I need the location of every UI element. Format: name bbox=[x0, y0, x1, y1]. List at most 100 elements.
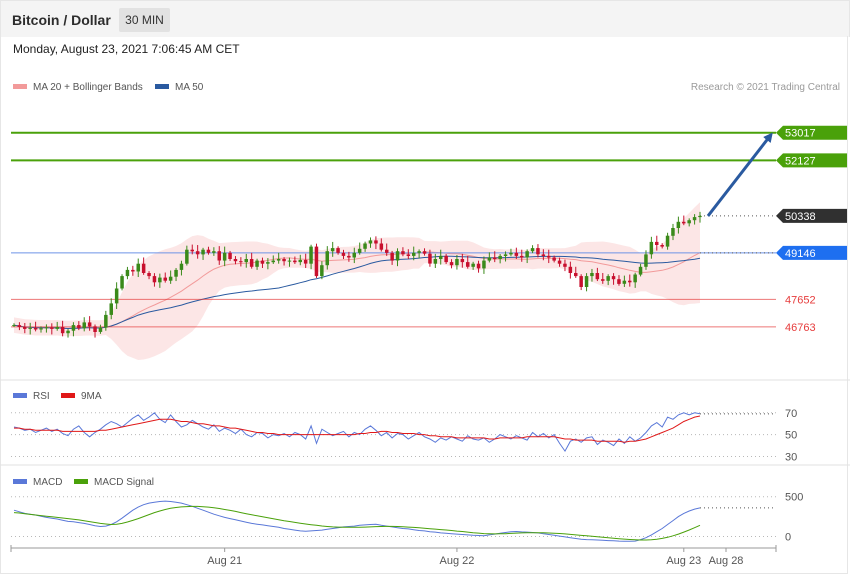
candle-body bbox=[174, 269, 178, 277]
last-label: 50338 bbox=[785, 211, 816, 223]
candle-body bbox=[611, 276, 616, 280]
last-label-bg bbox=[776, 208, 847, 223]
candle-body bbox=[206, 249, 211, 253]
candle-body bbox=[17, 325, 22, 327]
candle-body bbox=[309, 246, 313, 264]
candle-body bbox=[487, 257, 492, 261]
candle-body bbox=[536, 248, 540, 255]
candle-body bbox=[363, 243, 367, 249]
candle-body bbox=[336, 248, 340, 253]
x-tick-label: Aug 28 bbox=[709, 555, 744, 567]
candle-body bbox=[671, 228, 675, 236]
candle-body bbox=[476, 263, 481, 269]
candle-body bbox=[228, 252, 232, 259]
x-axis: Aug 21 Aug 22 Aug 23 Aug 28 bbox=[207, 548, 743, 567]
tick-label: 30 bbox=[785, 452, 797, 464]
candle-body bbox=[644, 254, 648, 267]
candle-body bbox=[357, 248, 362, 253]
candle-body bbox=[520, 255, 524, 258]
candle-body bbox=[330, 248, 335, 252]
support-label: 46763 bbox=[785, 322, 816, 334]
candle-body bbox=[649, 241, 654, 255]
candle-body bbox=[314, 246, 319, 277]
candle-body bbox=[93, 326, 97, 332]
instrument-title: Bitcoin / Dollar bbox=[12, 12, 111, 28]
candle-body bbox=[428, 253, 432, 264]
interval-selector[interactable]: 30 MIN bbox=[119, 8, 170, 32]
candle-body bbox=[374, 240, 378, 244]
candle-body bbox=[201, 249, 205, 255]
candle-body bbox=[682, 221, 686, 224]
candle-body bbox=[293, 260, 297, 263]
candle-body bbox=[628, 280, 632, 283]
candle-body bbox=[444, 255, 448, 263]
candle-body bbox=[563, 263, 567, 267]
candle-body bbox=[163, 277, 167, 281]
candle-body bbox=[141, 263, 146, 273]
chart-datetime: Monday, August 23, 2021 7:06:45 AM CET bbox=[13, 42, 240, 56]
candle-body bbox=[525, 251, 529, 258]
candle-body bbox=[401, 251, 405, 255]
candle-body bbox=[298, 259, 302, 263]
candle-body bbox=[584, 276, 589, 287]
candle-body bbox=[255, 260, 259, 267]
candle-body bbox=[98, 327, 103, 332]
candle-body bbox=[190, 249, 194, 252]
candle-body bbox=[125, 269, 130, 277]
candle-body bbox=[104, 314, 108, 328]
candle-body bbox=[493, 257, 497, 260]
legend-bands: MA 20 + Bollinger Bands bbox=[33, 82, 143, 93]
candle-body bbox=[498, 255, 502, 259]
candle-body bbox=[514, 252, 519, 256]
legend-rsi-ma: 9MA bbox=[81, 391, 102, 402]
candle-body bbox=[471, 263, 475, 267]
candle-body bbox=[260, 260, 265, 264]
legend-swatch-rsi bbox=[13, 393, 27, 398]
macd-signal-line bbox=[13, 505, 701, 541]
research-credit: Research © 2021 Trading Central bbox=[691, 82, 840, 93]
rsi-line bbox=[13, 412, 701, 453]
legend-macd-signal: MACD Signal bbox=[94, 477, 154, 488]
candle-body bbox=[412, 252, 416, 256]
candle-body bbox=[28, 327, 32, 329]
candle-body bbox=[655, 241, 659, 245]
candle-body bbox=[660, 245, 664, 247]
legend-ma50: MA 50 bbox=[175, 82, 204, 93]
ma50-line bbox=[13, 255, 701, 330]
candle-body bbox=[433, 259, 438, 264]
candle-body bbox=[676, 221, 681, 228]
candle-body bbox=[136, 263, 140, 272]
candle-body bbox=[439, 255, 443, 259]
resistance-label: 53017 bbox=[785, 128, 816, 140]
candle-body bbox=[557, 260, 562, 264]
x-tick-label: Aug 22 bbox=[439, 555, 474, 567]
candle-body bbox=[574, 273, 578, 277]
candle-body bbox=[266, 262, 270, 264]
candle-body bbox=[595, 273, 600, 280]
candle-body bbox=[687, 220, 691, 224]
candle-body bbox=[23, 327, 27, 329]
candle-body bbox=[212, 251, 216, 253]
candle-body bbox=[541, 254, 546, 256]
resistance-label: 52127 bbox=[785, 155, 816, 167]
candle-body bbox=[455, 259, 459, 266]
9ma-line bbox=[14, 415, 701, 443]
candle-body bbox=[698, 215, 702, 218]
candle-body bbox=[55, 327, 59, 329]
rsi-pane: 70 50 30 bbox=[11, 408, 797, 464]
candle-body bbox=[347, 255, 351, 258]
macd-pane: 500 0 bbox=[11, 492, 803, 543]
candle-body bbox=[185, 249, 189, 264]
candle-body bbox=[303, 259, 308, 264]
candle-body bbox=[368, 240, 373, 244]
projection-arrow bbox=[706, 132, 773, 217]
candle-body bbox=[244, 259, 248, 263]
candle-body bbox=[482, 260, 486, 269]
pivot-label: 49146 bbox=[785, 248, 816, 260]
candle-body bbox=[282, 259, 286, 262]
candle-body bbox=[633, 274, 637, 283]
candle-body bbox=[325, 251, 329, 266]
candle-body bbox=[39, 328, 43, 330]
ma20-line bbox=[13, 251, 701, 330]
candle-body bbox=[147, 273, 151, 277]
